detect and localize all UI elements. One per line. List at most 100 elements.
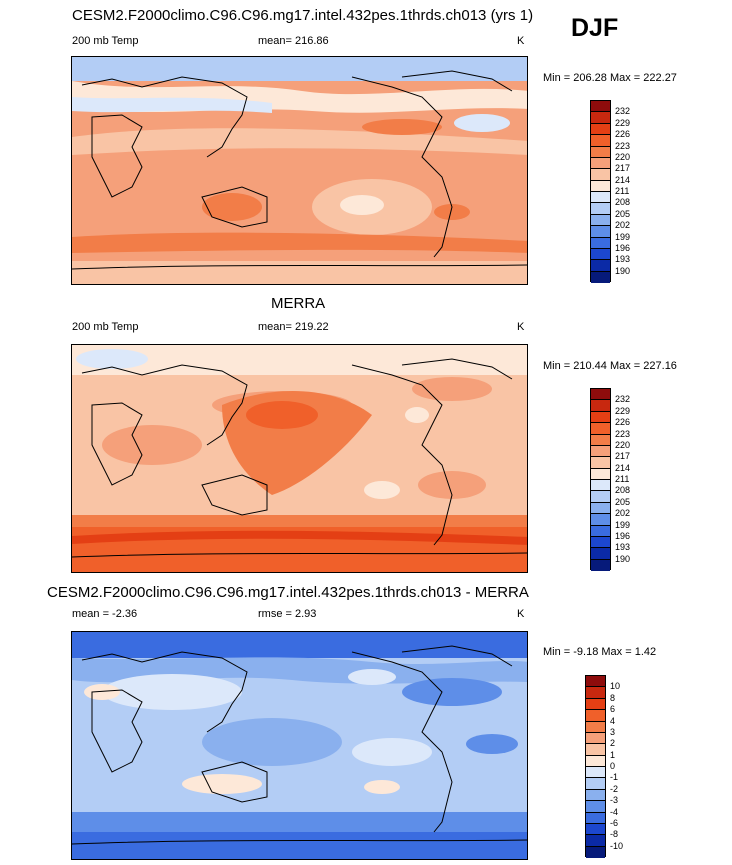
colorbar-swatch — [591, 525, 610, 537]
colorbar-swatch — [586, 812, 605, 824]
colorbar-tick-label: 196 — [615, 530, 631, 541]
colorbar-tick-label: 226 — [615, 417, 631, 428]
colorbar-tick-label: 8 — [610, 692, 616, 703]
colorbar-swatch — [586, 767, 605, 779]
colorbar-swatch — [591, 502, 610, 515]
colorbar-tick-label: -8 — [610, 829, 619, 840]
panel2-title: MERRA — [271, 295, 326, 312]
colorbar-tick-label: 211 — [615, 474, 630, 484]
colorbar-swatch — [591, 389, 610, 401]
colorbar-swatch — [586, 801, 605, 813]
panel2-map — [71, 344, 528, 573]
panel2-colorbar-swatches — [590, 388, 611, 571]
colorbar-swatch — [586, 755, 605, 767]
colorbar-tick-label: 199 — [615, 231, 631, 242]
colorbar-swatch — [586, 676, 605, 688]
colorbar-tick-label: 229 — [615, 405, 631, 416]
colorbar-tick-label: -2 — [610, 783, 619, 794]
colorbar-tick-label: 214 — [615, 462, 631, 473]
colorbar-tick-label: 193 — [615, 542, 631, 553]
panel1-units-label: K — [517, 35, 525, 47]
colorbar-tick-label: 214 — [615, 174, 631, 185]
panel1-title: CESM2.F2000climo.C96.C96.mg17.intel.432p… — [72, 7, 534, 24]
colorbar-swatch — [591, 180, 610, 192]
panel2-variable-label: 200 mb Temp — [72, 321, 139, 333]
colorbar-tick-label: 6 — [610, 704, 616, 715]
panel2-mean-label: mean= 219.22 — [258, 321, 329, 333]
colorbar-tick-label: 220 — [615, 439, 631, 450]
colorbar-tick-label: 223 — [615, 428, 631, 439]
colorbar-tick-label: 1 — [610, 749, 616, 760]
season-label: DJF — [571, 14, 619, 42]
panel1-variable-label: 200 mb Temp — [72, 35, 139, 47]
colorbar-tick-label: 190 — [615, 265, 631, 276]
colorbar-swatch — [591, 411, 610, 424]
colorbar-swatch — [586, 698, 605, 711]
colorbar-swatch — [591, 226, 610, 238]
colorbar-tick-label: -6 — [610, 817, 619, 828]
panel3-mean-label: mean = -2.36 — [72, 608, 138, 620]
panel1-minmax-label: Min = 206.28 Max = 222.27 — [543, 72, 677, 84]
colorbar-swatch — [591, 260, 610, 272]
colorbar-swatch — [591, 157, 610, 170]
colorbar-tick-label: 199 — [615, 519, 631, 530]
colorbar-swatch — [591, 445, 610, 458]
colorbar-tick-label: -10 — [610, 840, 624, 851]
panel3-title: CESM2.F2000climo.C96.C96.mg17.intel.432p… — [47, 584, 529, 601]
colorbar-swatch — [591, 112, 610, 124]
colorbar-tick-label: 193 — [615, 254, 631, 265]
colorbar-tick-label: -3 — [610, 795, 619, 806]
colorbar-swatch — [586, 721, 605, 733]
colorbar-tick-label: 229 — [615, 117, 631, 128]
colorbar-tick-label: -4 — [610, 806, 619, 817]
colorbar-swatch — [591, 400, 610, 412]
panel3-minmax-label: Min = -9.18 Max = 1.42 — [543, 646, 657, 658]
colorbar-swatch — [591, 146, 610, 158]
panel2-minmax-label: Min = 210.44 Max = 227.16 — [543, 360, 677, 372]
colorbar-swatch — [591, 491, 610, 503]
colorbar-swatch — [591, 468, 610, 480]
colorbar-tick-label: -1 — [610, 772, 619, 783]
colorbar-tick-label: 226 — [615, 129, 631, 140]
colorbar-tick-label: 3 — [610, 726, 616, 737]
colorbar-tick-label: 217 — [615, 163, 631, 174]
panel1-mean-label: mean= 216.86 — [258, 35, 329, 47]
colorbar-tick-label: 208 — [615, 197, 631, 208]
colorbar-tick-label: 220 — [615, 151, 631, 162]
colorbar-tick-label: 10 — [610, 681, 621, 692]
colorbar-tick-label: 0 — [610, 761, 616, 771]
colorbar-swatch — [586, 744, 605, 756]
colorbar-swatch — [591, 203, 610, 215]
panel3-map — [71, 631, 528, 860]
colorbar-swatch — [591, 434, 610, 446]
colorbar-swatch — [591, 423, 610, 435]
colorbar-swatch — [591, 548, 610, 560]
panel3-rmse-label: rmse = 2.93 — [258, 608, 317, 620]
colorbar-swatch — [591, 457, 610, 469]
colorbar-swatch — [591, 559, 610, 571]
colorbar-swatch — [591, 536, 610, 549]
colorbar-tick-label: 205 — [615, 496, 631, 507]
colorbar-swatch — [586, 687, 605, 699]
colorbar-swatch — [586, 846, 605, 858]
colorbar-swatch — [591, 214, 610, 227]
panel3-units-label: K — [517, 608, 525, 620]
colorbar-tick-label: 2 — [610, 738, 616, 749]
colorbar-tick-label: 4 — [610, 715, 616, 726]
colorbar-swatch — [591, 192, 610, 204]
panel3-colorbar-swatches — [585, 675, 606, 858]
colorbar-swatch — [586, 710, 605, 722]
colorbar-tick-label: 232 — [615, 106, 631, 117]
colorbar-tick-label: 223 — [615, 140, 631, 151]
colorbar-swatch — [591, 237, 610, 249]
colorbar-tick-label: 202 — [615, 508, 631, 519]
colorbar-swatch — [591, 101, 610, 113]
panel1-map — [71, 56, 528, 285]
colorbar-tick-label: 232 — [615, 394, 631, 405]
colorbar-tick-label: 196 — [615, 242, 631, 253]
colorbar-swatch — [591, 514, 610, 526]
colorbar-swatch — [591, 169, 610, 181]
colorbar-swatch — [586, 778, 605, 790]
colorbar-tick-label: 202 — [615, 220, 631, 231]
colorbar-swatch — [591, 271, 610, 283]
